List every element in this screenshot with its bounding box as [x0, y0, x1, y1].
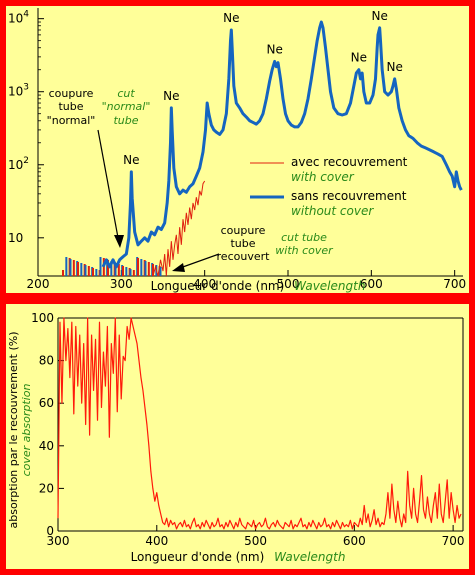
y-tick-exponent: 4 [23, 10, 29, 20]
y-tick-label: 103 [8, 83, 29, 99]
annotation-arrow-shaft [179, 253, 220, 269]
annotation-arrowhead [114, 235, 124, 248]
annotation-fr-line-2: tube [230, 237, 255, 250]
annotation-en-line-2: "normal" [102, 100, 151, 113]
plot-area [57, 317, 462, 530]
series-line-with-cover [152, 180, 206, 277]
annotation-en-line-3: tube [113, 114, 138, 127]
y-axis-title-en: cover absorption [20, 384, 33, 477]
ne-peak-label: Ne [266, 42, 282, 56]
annotation-en-line-1: cut tube [281, 231, 327, 244]
annotation-cut-covered-tube: coupure tube recouvert cut tube with cov… [172, 224, 334, 272]
ne-peak-label: Ne [351, 51, 367, 65]
x-axis-title-en: Wavelength [274, 550, 345, 564]
y-tick-label: 0 [46, 524, 54, 538]
annotation-arrow-shaft [97, 129, 120, 244]
y-tick-label: 40 [39, 439, 54, 453]
y-tick-base: 10 [8, 158, 23, 172]
series-line-without-cover [101, 20, 463, 269]
x-axis-title: Longueur d'onde (nm) Wavelength [131, 550, 346, 564]
x-tick-label: 700 [442, 534, 465, 548]
plot-area [62, 20, 463, 277]
x-tick-label: 700 [443, 277, 466, 291]
y-tick-label: 104 [8, 10, 29, 26]
annotation-fr-line-2: tube [58, 100, 83, 113]
x-tick-label: 400 [193, 277, 216, 291]
x-tick-label: 400 [145, 534, 168, 548]
cover-absorption-chart: 0 20 40 60 80 100 300 400 500 600 700 absorption … [0, 298, 475, 575]
x-axis-title: Longueur d'onde (nm) Wavelength [151, 279, 366, 293]
annotation-en-line-2: with cover [275, 244, 334, 257]
x-tick-label: 200 [27, 277, 50, 291]
y-tick-base: 10 [8, 85, 23, 99]
annotation-fr-line-1: coupure [49, 87, 94, 100]
x-tick-label: 600 [360, 277, 383, 291]
legend: avec recouvrement with cover sans recouv… [250, 155, 408, 218]
y-tick-exponent: 3 [23, 83, 29, 93]
y-axis-title-fr: absorption par le recouvrement (%) [7, 332, 20, 529]
y-tick-label: 100 [31, 311, 54, 325]
y-tick-exponent: 2 [23, 156, 29, 166]
y-tick-base: 10 [8, 231, 23, 245]
annotation-arrowhead [172, 263, 185, 272]
x-tick-label: 500 [244, 534, 267, 548]
chart-frame [0, 0, 475, 299]
neon-peak-labels: Ne Ne Ne Ne Ne Ne Ne [123, 9, 403, 167]
x-tick-label: 500 [277, 277, 300, 291]
ne-peak-label: Ne [163, 89, 179, 103]
ne-peak-label: Ne [123, 153, 139, 167]
x-tick-label: 600 [343, 534, 366, 548]
y-tick-label: 10 [8, 231, 23, 245]
y-tick-base: 10 [8, 12, 23, 26]
x-axis-title-en: Wavelength [294, 279, 365, 293]
y-tick-label: 60 [39, 396, 54, 410]
legend-label-with-cover: avec recouvrement [291, 155, 408, 169]
x-axis-title-fr: Longueur d'onde (nm) [131, 550, 265, 564]
y-tick-labels: 0 20 40 60 80 100 [31, 311, 54, 538]
x-tick-labels: 300 400 500 600 700 [47, 525, 465, 548]
legend-label-without-cover-en: without cover [291, 204, 374, 218]
x-axis-title-fr: Longueur d'onde (nm) [151, 279, 285, 293]
annotation-cut-normal-tube: coupure tube "normal" cut "normal" tube [47, 87, 151, 248]
ne-peak-label: Ne [223, 11, 239, 25]
series-line-absorption [57, 317, 462, 530]
x-tick-labels: 200 300 400 500 600 700 [27, 270, 466, 291]
ne-peak-label: Ne [386, 60, 402, 74]
legend-label-with-cover-en: with cover [291, 170, 355, 184]
y-tick-label: 20 [39, 481, 54, 495]
y-tick-label: 102 [8, 156, 29, 172]
y-tick-label: 80 [39, 354, 54, 368]
legend-label-without-cover: sans recouvrement [291, 189, 407, 203]
annotation-fr-line-1: coupure [221, 224, 266, 237]
annotation-en-line-1: cut [117, 87, 135, 100]
x-tick-label: 300 [47, 534, 70, 548]
ne-peak-label: Ne [371, 9, 387, 23]
x-tick-label: 300 [110, 277, 133, 291]
annotation-fr-line-3: recouvert [217, 250, 271, 263]
annotation-fr-line-3: "normal" [47, 114, 96, 127]
